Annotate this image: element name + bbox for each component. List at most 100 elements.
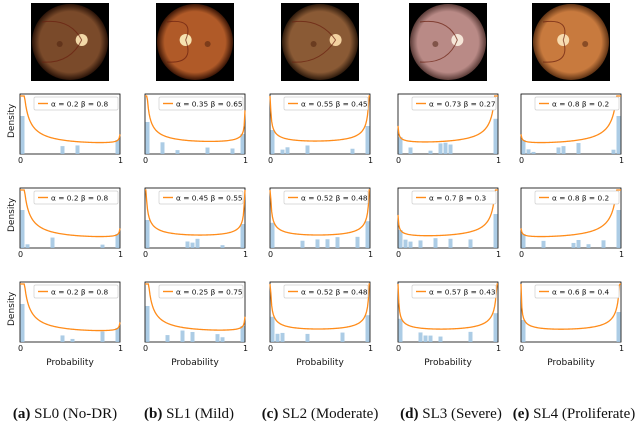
x-tick-label: 0	[143, 344, 148, 353]
legend-label: α = 0.6 β = 0.4	[552, 288, 610, 297]
histogram-bar	[616, 210, 621, 248]
histogram-bar	[423, 335, 428, 342]
subplot-1-3: α = 0.55 β = 0.45 0 1	[268, 93, 373, 165]
x-tick-label: 0	[519, 344, 524, 353]
histogram-bar	[275, 333, 280, 342]
vessel	[542, 20, 566, 41]
histogram-bar	[428, 335, 433, 342]
histogram-bar	[531, 151, 536, 154]
histogram-bar	[355, 236, 360, 248]
histogram-bar	[438, 336, 443, 342]
beta-curve	[520, 283, 621, 330]
legend-label: α = 0.8 β = 0.2	[552, 194, 609, 203]
legend-box	[33, 190, 119, 205]
histogram-bar	[601, 240, 606, 248]
histogram-bar	[25, 244, 30, 248]
vessel	[41, 39, 83, 63]
legend-box	[158, 190, 244, 205]
legend-box	[534, 190, 620, 205]
y-axis-label: Density	[7, 291, 17, 326]
beta-curve	[20, 189, 121, 238]
histogram-bar	[611, 149, 616, 154]
beta-curve	[397, 95, 498, 143]
histogram-bar	[418, 240, 423, 248]
subplot-3-4: α = 0.57 β = 0.43 0 1 Probability	[396, 281, 501, 368]
x-tick-label: 0	[268, 344, 273, 353]
vessel	[166, 39, 189, 63]
histogram-bar	[205, 147, 210, 154]
x-tick-label: 0	[519, 250, 524, 259]
vessel	[419, 20, 458, 41]
subplot-2-3: α = 0.52 β = 0.48 0 1	[268, 187, 373, 259]
histogram-bar	[50, 237, 55, 248]
vessel	[542, 39, 566, 63]
histogram-bar	[175, 150, 180, 154]
histogram-bar	[240, 134, 245, 154]
beta-curve	[145, 283, 246, 331]
histogram-bar	[438, 143, 443, 154]
histogram-bar	[398, 230, 403, 248]
histogram-bar	[60, 335, 65, 342]
x-tick-label: 1	[368, 156, 373, 165]
subplot-3-1: α = 0.2 β = 0.8 0 1 Density Probability	[7, 281, 123, 368]
x-tick-label: 1	[368, 344, 373, 353]
retina	[157, 4, 233, 80]
x-tick-label: 1	[619, 344, 624, 353]
legend-box	[534, 96, 620, 111]
beta-curve	[397, 283, 498, 330]
histogram-bar	[493, 313, 498, 342]
histogram-bar	[115, 234, 120, 248]
caption-a: (a) SL0 (No-DR)	[12, 406, 118, 422]
histogram-bar	[448, 238, 453, 248]
legend-label: α = 0.2 β = 0.8	[51, 194, 109, 203]
legend-label: α = 0.8 β = 0.2	[552, 100, 609, 109]
subplot-1-4: α = 0.73 β = 0.27 0 1	[396, 93, 501, 165]
beta-curve	[520, 95, 621, 144]
beta-curve	[397, 189, 498, 237]
x-axis-label: Probability	[296, 358, 344, 368]
histogram-bar	[240, 224, 245, 248]
histogram-bar	[190, 331, 195, 342]
histogram-bar	[220, 337, 225, 342]
histogram-bar	[561, 146, 566, 154]
histogram-bar	[230, 148, 235, 154]
subplot-3-5: α = 0.6 β = 0.4 0 1 Probability	[519, 281, 624, 368]
x-tick-label: 1	[243, 250, 248, 259]
histogram-bar	[493, 118, 498, 154]
x-tick-label: 0	[519, 156, 524, 165]
subplot-2-4: α = 0.7 β = 0.3 0 1	[396, 187, 501, 259]
subplot-3-2: α = 0.25 β = 0.75 0 1 Probability	[143, 281, 248, 368]
legend-label: α = 0.55 β = 0.45	[301, 100, 368, 109]
fundus-photo-1	[156, 3, 234, 81]
legend-label: α = 0.2 β = 0.8	[51, 288, 109, 297]
histogram-bar	[576, 143, 581, 154]
histogram-bar	[305, 333, 310, 342]
macula	[56, 41, 63, 47]
histogram-bar	[335, 237, 340, 248]
legend-box	[158, 96, 244, 111]
histogram-bar	[285, 147, 290, 154]
fundus-photo-4	[532, 3, 610, 81]
macula	[582, 41, 589, 47]
histogram-bar	[280, 332, 285, 342]
histogram-bar	[493, 214, 498, 248]
legend-label: α = 0.73 β = 0.27	[429, 100, 496, 109]
histogram-bar	[448, 144, 453, 154]
y-axis-label: Density	[7, 197, 17, 232]
x-tick-label: 1	[118, 250, 123, 259]
subplot-3-3: α = 0.52 β = 0.48 0 1 Probability	[268, 281, 373, 368]
caption-d: (d) SL3 (Severe)	[400, 406, 502, 422]
legend-box	[283, 190, 369, 205]
legend-label: α = 0.45 β = 0.55	[176, 194, 243, 203]
beta-curve	[145, 189, 246, 236]
retina	[533, 4, 609, 80]
histogram-bar	[145, 122, 150, 154]
histogram-bar	[300, 240, 305, 248]
histogram-bar	[586, 244, 591, 248]
x-tick-label: 0	[396, 250, 401, 259]
vessel	[419, 39, 458, 63]
histogram-bar	[75, 145, 80, 154]
histogram-bar	[60, 146, 65, 154]
x-tick-label: 0	[396, 156, 401, 165]
x-tick-label: 1	[496, 156, 501, 165]
